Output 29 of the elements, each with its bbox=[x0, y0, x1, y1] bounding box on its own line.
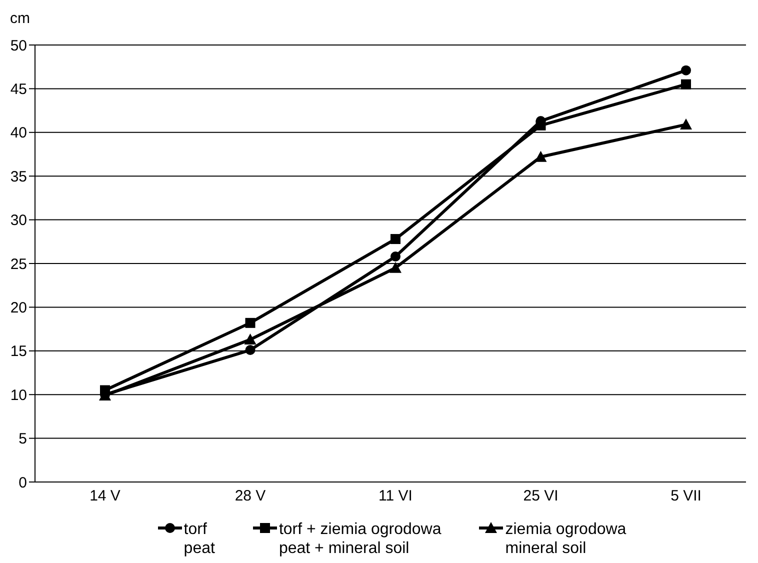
point bbox=[390, 252, 400, 262]
point bbox=[245, 318, 256, 328]
x-tick-label: 28 V bbox=[234, 488, 266, 505]
point bbox=[390, 234, 400, 244]
y-tick-label: 0 bbox=[18, 474, 27, 492]
y-tick-label: 45 bbox=[10, 81, 27, 98]
point bbox=[681, 79, 691, 90]
y-tick-label: 35 bbox=[10, 168, 27, 186]
y-tick-label: 15 bbox=[10, 343, 27, 360]
point bbox=[244, 334, 256, 345]
y-tick-label: 40 bbox=[10, 124, 27, 142]
x-tick-label: 11 VI bbox=[378, 488, 412, 505]
legend-label: torf + ziemia ogrodowa peat + mineral soil bbox=[278, 520, 442, 558]
point bbox=[390, 262, 402, 273]
y-tick-label: 25 bbox=[10, 256, 27, 273]
y-tick-label: 5 bbox=[18, 430, 27, 448]
legend-label: torf peat bbox=[184, 520, 215, 558]
y-tick-label: 30 bbox=[10, 212, 27, 230]
point bbox=[245, 345, 256, 356]
y-axis-title: cm bbox=[10, 10, 30, 27]
x-tick-label: 25 VI bbox=[523, 488, 558, 505]
y-tick-label: 10 bbox=[10, 386, 27, 404]
y-tick-label: 50 bbox=[10, 37, 27, 54]
point bbox=[680, 118, 692, 130]
y-tick-label: 20 bbox=[10, 300, 27, 317]
legend-label: ziemia ogrodowa mineral soil bbox=[505, 520, 626, 558]
x-tick-label: 14 V bbox=[90, 488, 120, 505]
x-tick-label: 5 VII bbox=[670, 488, 702, 505]
point bbox=[681, 65, 691, 76]
